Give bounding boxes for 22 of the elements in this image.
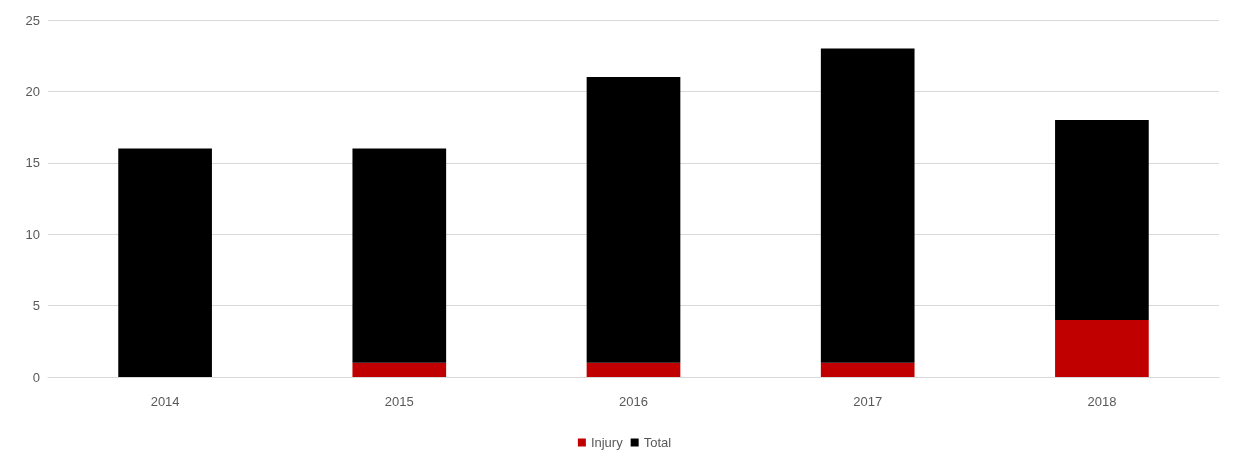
- x-tick-label: 2017: [853, 394, 883, 409]
- bar: [352, 148, 447, 363]
- bar: [1055, 319, 1149, 377]
- x-tick-label: 2015: [384, 394, 414, 409]
- y-tick-label: 15: [25, 155, 40, 171]
- y-tick-label: 0: [32, 369, 40, 385]
- y-tick-label: 5: [32, 298, 40, 314]
- legend-label: Injury: [590, 435, 624, 450]
- bar: [586, 77, 681, 363]
- bar: [820, 48, 915, 363]
- x-tick-label: 2018: [1087, 394, 1117, 409]
- y-tick-label: 10: [25, 226, 40, 242]
- bar: [820, 362, 915, 377]
- bar: [586, 362, 681, 377]
- bar: [352, 362, 447, 377]
- y-tick-label: 20: [25, 83, 40, 99]
- y-tick-label: 25: [25, 12, 40, 28]
- bar: [1055, 119, 1149, 320]
- x-tick-label: 2016: [619, 394, 648, 409]
- x-tick-label: 2014: [150, 394, 180, 409]
- bar: [118, 148, 212, 377]
- legend-label: Total: [643, 435, 672, 450]
